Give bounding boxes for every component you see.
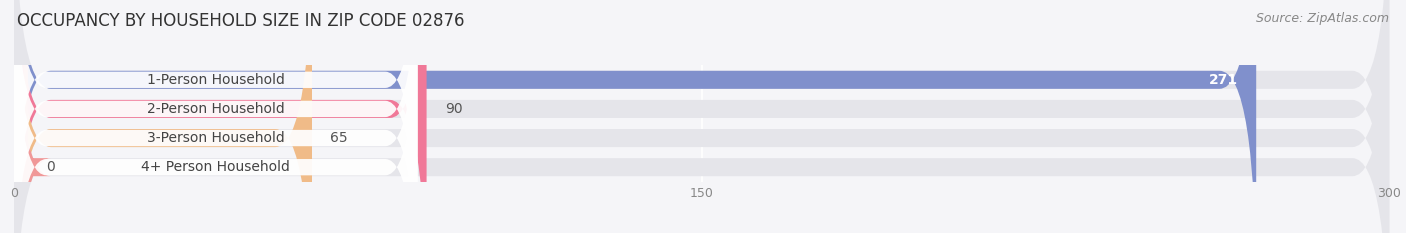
Text: 4+ Person Household: 4+ Person Household (141, 160, 290, 174)
FancyBboxPatch shape (14, 0, 418, 233)
FancyBboxPatch shape (14, 0, 1389, 233)
Text: 90: 90 (444, 102, 463, 116)
FancyBboxPatch shape (14, 0, 1389, 233)
Text: 65: 65 (330, 131, 347, 145)
Text: 1-Person Household: 1-Person Household (146, 73, 284, 87)
Text: 0: 0 (46, 160, 55, 174)
Text: 271: 271 (1209, 73, 1237, 87)
FancyBboxPatch shape (14, 0, 418, 233)
FancyBboxPatch shape (14, 0, 418, 233)
FancyBboxPatch shape (14, 0, 426, 233)
Text: OCCUPANCY BY HOUSEHOLD SIZE IN ZIP CODE 02876: OCCUPANCY BY HOUSEHOLD SIZE IN ZIP CODE … (17, 12, 464, 30)
FancyBboxPatch shape (14, 0, 418, 233)
FancyBboxPatch shape (14, 0, 1389, 233)
FancyBboxPatch shape (14, 0, 312, 233)
FancyBboxPatch shape (0, 0, 51, 233)
FancyBboxPatch shape (14, 0, 1256, 233)
Text: Source: ZipAtlas.com: Source: ZipAtlas.com (1256, 12, 1389, 25)
Text: 3-Person Household: 3-Person Household (146, 131, 284, 145)
Text: 2-Person Household: 2-Person Household (146, 102, 284, 116)
FancyBboxPatch shape (14, 0, 1389, 233)
